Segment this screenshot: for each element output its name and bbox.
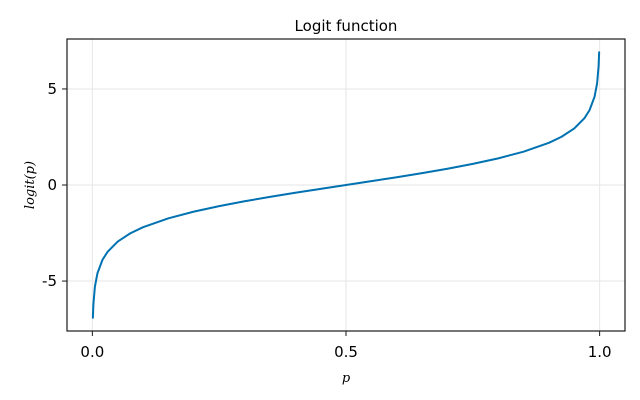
logit-curve <box>91 51 601 319</box>
ticks: 0.0 0.5 1.0 -5 0 5 <box>42 80 612 361</box>
x-tick-label: 0.0 <box>80 343 104 361</box>
x-tick-label: 0.5 <box>334 343 358 361</box>
x-axis-label: p <box>342 371 351 386</box>
series-layer <box>91 51 601 319</box>
y-axis-label: logit(p) <box>23 161 38 209</box>
y-tick-label: -5 <box>42 272 57 290</box>
y-tick-label: 5 <box>47 80 57 98</box>
x-tick-label: 1.0 <box>588 343 612 361</box>
y-tick-label: 0 <box>47 176 57 194</box>
chart-title: Logit function <box>295 17 398 35</box>
